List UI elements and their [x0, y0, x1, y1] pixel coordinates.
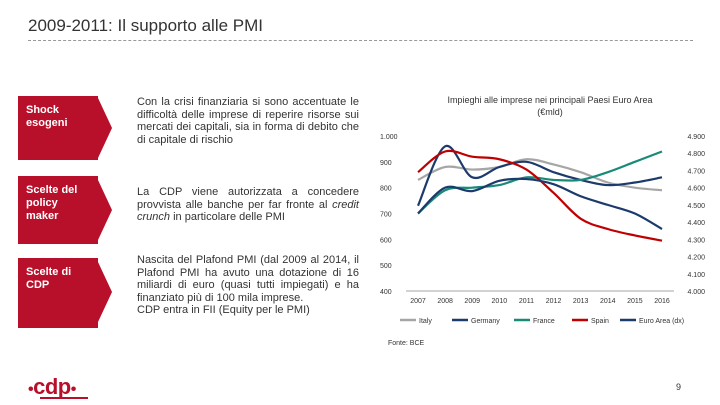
row-label-shock: Shock esogeni — [18, 96, 98, 160]
x-tick-label: 2009 — [464, 298, 480, 305]
y-right-tick-label: 4.700 — [687, 168, 705, 175]
series-line-euro-area-dx- — [417, 177, 663, 230]
logo-underline — [40, 397, 88, 399]
chevron-icon — [98, 180, 112, 240]
y-right-tick-label: 4.400 — [687, 220, 705, 227]
x-tick-label: 2007 — [410, 298, 426, 305]
y-left-tick-label: 700 — [380, 212, 392, 219]
y-right-tick-label: 4.900 — [687, 134, 705, 141]
y-left-tick-label: 800 — [380, 186, 392, 193]
y-right-tick-label: 4.200 — [687, 255, 705, 262]
y-left-tick-label: 400 — [380, 289, 392, 296]
row-label-cdp: Scelte di CDP — [18, 258, 98, 328]
y-right-tick-label: 4.500 — [687, 203, 705, 210]
x-tick-label: 2016 — [654, 298, 670, 305]
row-text-policy: La CDP viene autorizzata a concedere pro… — [137, 186, 359, 223]
x-tick-label: 2010 — [492, 298, 508, 305]
series-line-spain — [417, 149, 663, 242]
y-left-tick-label: 900 — [380, 160, 392, 167]
chart-title: Impieghi alle imprese nei principali Pae… — [447, 95, 653, 117]
chevron-icon — [98, 98, 112, 158]
legend-label: Germany — [471, 318, 500, 325]
x-tick-label: 2015 — [627, 298, 643, 305]
cdp-logo: •cdp• — [28, 374, 76, 399]
title-divider — [28, 40, 693, 41]
y-right-tick-label: 4.000 — [687, 289, 705, 296]
series-line-germany — [416, 145, 663, 207]
legend-label: Italy — [419, 318, 432, 325]
y-left-tick-label: 1.000 — [380, 134, 398, 141]
y-right-tick-label: 4.300 — [687, 237, 705, 244]
y-left-tick-label: 500 — [380, 263, 392, 270]
row-label-policy: Scelte del policy maker — [18, 176, 98, 244]
source-note: Fonte: BCE — [388, 340, 425, 347]
y-right-tick-label: 4.600 — [687, 186, 705, 193]
y-left-tick-label: 600 — [380, 237, 392, 244]
legend-label: France — [533, 318, 555, 325]
y-right-tick-label: 4.100 — [687, 272, 705, 279]
row-text-cdp: Nascita del Plafond PMI (dal 2009 al 201… — [137, 254, 359, 316]
x-tick-label: 2008 — [437, 298, 453, 305]
legend-label: Spain — [591, 318, 609, 325]
series-line-italy — [417, 158, 663, 192]
page-title: 2009-2011: Il supporto alle PMI — [28, 16, 263, 35]
x-tick-label: 2013 — [573, 298, 589, 305]
x-tick-label: 2011 — [519, 298, 534, 305]
row-text-shock: Con la crisi finanziaria si sono accentu… — [137, 96, 359, 146]
legend-label: Euro Area (dx) — [639, 318, 684, 325]
x-tick-label: 2014 — [600, 298, 616, 305]
y-right-tick-label: 4.800 — [687, 151, 705, 158]
x-tick-label: 2012 — [546, 298, 562, 305]
page-number: 9 — [676, 382, 682, 392]
chevron-icon — [98, 262, 112, 322]
